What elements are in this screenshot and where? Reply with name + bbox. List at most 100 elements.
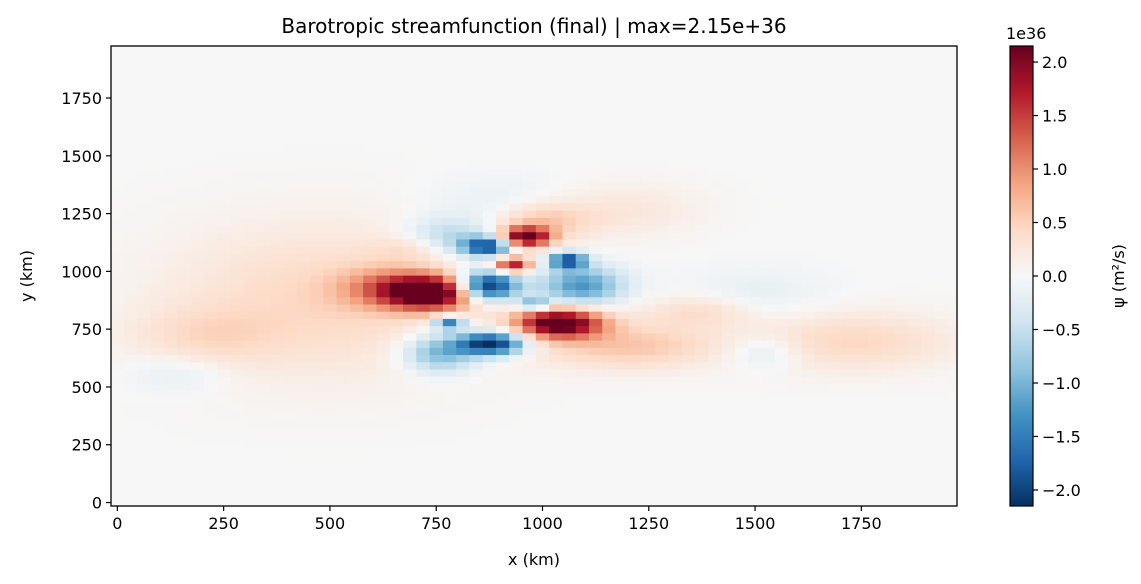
- heatmap-cell: [376, 152, 391, 161]
- heatmap-cell: [642, 144, 657, 153]
- heatmap-cell: [256, 405, 271, 413]
- heatmap-cell: [456, 376, 471, 384]
- heatmap-cell: [256, 224, 271, 233]
- heatmap-cell: [894, 318, 909, 327]
- heatmap-cell: [602, 318, 617, 327]
- heatmap-cell: [111, 195, 125, 204]
- heatmap-cell: [243, 433, 258, 442]
- heatmap-cell: [881, 477, 896, 486]
- heatmap-cell: [642, 224, 657, 233]
- heatmap-cell: [562, 376, 577, 384]
- heatmap-cell: [190, 433, 205, 442]
- heatmap-cell: [482, 448, 497, 457]
- heatmap-cell: [323, 144, 338, 153]
- heatmap-cell: [589, 318, 603, 327]
- heatmap-cell: [881, 260, 896, 269]
- heatmap-cell: [137, 498, 152, 507]
- heatmap-cell: [774, 376, 789, 384]
- heatmap-cell: [429, 405, 444, 413]
- heatmap-cell: [376, 325, 391, 334]
- heatmap-cell: [111, 231, 125, 240]
- heatmap-cell: [349, 426, 364, 435]
- heatmap-cell: [774, 311, 789, 319]
- heatmap-cell: [562, 311, 577, 319]
- heatmap-cell: [203, 46, 218, 52]
- heatmap-cell: [642, 130, 657, 139]
- heatmap-cell: [230, 296, 245, 305]
- heatmap-cell: [456, 209, 471, 218]
- heatmap-cell: [150, 209, 165, 218]
- heatmap-cell: [801, 311, 816, 319]
- heatmap-cell: [403, 130, 417, 139]
- heatmap-cell: [230, 144, 245, 153]
- heatmap-cell: [336, 79, 351, 88]
- heatmap-cell: [615, 484, 630, 493]
- heatmap-cell: [788, 332, 803, 341]
- heatmap-cell: [163, 173, 178, 182]
- heatmap-cell: [801, 296, 816, 305]
- heatmap-cell: [589, 65, 603, 74]
- heatmap-cell: [695, 166, 710, 175]
- heatmap-cell: [695, 303, 710, 312]
- heatmap-cell: [111, 318, 125, 327]
- heatmap-cell: [469, 368, 484, 377]
- heatmap-cell: [310, 441, 324, 449]
- heatmap-cell: [496, 419, 510, 428]
- heatmap-cell: [150, 116, 165, 124]
- heatmap-cell: [389, 462, 404, 471]
- heatmap-cell: [814, 470, 829, 478]
- heatmap-cell: [615, 354, 630, 363]
- heatmap-cell: [363, 383, 378, 392]
- heatmap-cell: [682, 152, 696, 161]
- heatmap-cell: [336, 419, 351, 428]
- heatmap-cell: [589, 390, 603, 399]
- heatmap-cell: [894, 477, 909, 486]
- heatmap-cell: [203, 405, 218, 413]
- heatmap-cell: [774, 123, 789, 132]
- heatmap-cell: [442, 383, 457, 392]
- heatmap-cell: [881, 72, 896, 81]
- heatmap-cell: [947, 484, 958, 493]
- heatmap-cell: [655, 462, 670, 471]
- heatmap-cell: [190, 491, 205, 500]
- heatmap-cell: [363, 412, 378, 421]
- heatmap-cell: [376, 354, 391, 363]
- heatmap-cell: [828, 361, 843, 370]
- heatmap-cell: [642, 448, 657, 457]
- heatmap-cell: [283, 108, 298, 117]
- heatmap-cell: [907, 195, 922, 204]
- heatmap-cell: [137, 340, 152, 348]
- heatmap-cell: [137, 412, 152, 421]
- heatmap-cell: [124, 282, 138, 291]
- heatmap-cell: [562, 51, 577, 59]
- heatmap-cell: [655, 405, 670, 413]
- heatmap-cell: [682, 246, 696, 254]
- heatmap-cell: [934, 101, 949, 110]
- heatmap-cell: [828, 383, 843, 392]
- heatmap-cell: [841, 46, 856, 52]
- heatmap-cell: [496, 246, 510, 254]
- heatmap-cell: [456, 253, 471, 262]
- heatmap-cell: [881, 289, 896, 298]
- heatmap-cell: [642, 491, 657, 500]
- heatmap-cell: [296, 296, 311, 305]
- heatmap-cell: [721, 181, 736, 189]
- heatmap-cell: [642, 303, 657, 312]
- heatmap-cell: [535, 361, 550, 370]
- heatmap-cell: [535, 303, 550, 312]
- heatmap-cell: [310, 144, 324, 153]
- heatmap-cell: [416, 397, 431, 406]
- heatmap-cell: [296, 217, 311, 226]
- heatmap-cell: [137, 209, 152, 218]
- heatmap-cell: [496, 412, 510, 421]
- heatmap-cell: [482, 470, 497, 478]
- heatmap-cell: [894, 484, 909, 493]
- heatmap-cell: [137, 397, 152, 406]
- heatmap-cell: [336, 46, 351, 52]
- heatmap-cell: [429, 383, 444, 392]
- heatmap-cell: [788, 441, 803, 449]
- heatmap-cell: [695, 46, 710, 52]
- heatmap-cell: [642, 390, 657, 399]
- heatmap-cell: [376, 101, 391, 110]
- heatmap-cell: [535, 181, 550, 189]
